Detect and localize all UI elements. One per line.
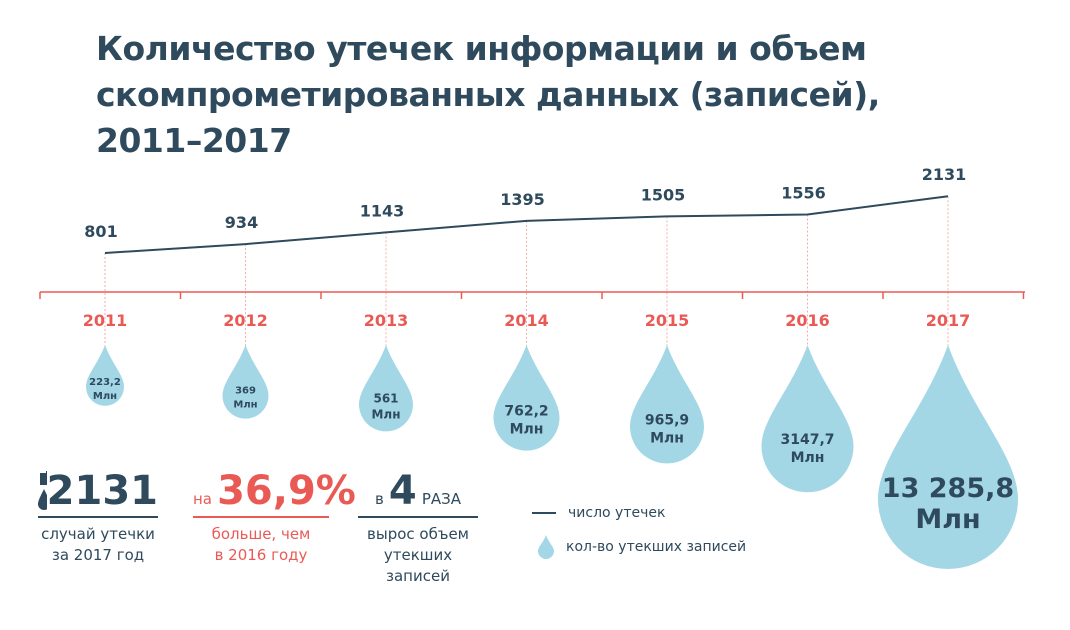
chart-title: Количество утечек информации и объем ско… xyxy=(96,29,880,160)
legend-line: число утечек xyxy=(532,505,665,521)
x-tick-label: 2017 xyxy=(926,311,971,330)
stat-suffix: РАЗА xyxy=(421,490,462,508)
stat-caption: вырос объем xyxy=(367,525,469,543)
stat-value: 2131 xyxy=(46,468,158,514)
drop-mark xyxy=(630,345,704,464)
drop-data-label: 13 285,8 xyxy=(882,473,1014,504)
x-tick-label: 2013 xyxy=(364,311,409,330)
drop-data-label: 3147,7 xyxy=(780,432,834,448)
faucet-drop-icon xyxy=(38,471,47,510)
stat-value: 4 xyxy=(388,468,417,514)
stat-value: 36,9% xyxy=(217,468,356,514)
x-tick-label: 2016 xyxy=(785,311,830,330)
drop-unit-label: Млн xyxy=(650,430,684,446)
drop-unit-label: Млн xyxy=(510,422,544,438)
legend-line-label: число утечек xyxy=(568,505,666,521)
x-tick-label: 2014 xyxy=(504,311,549,330)
line-data-label: 934 xyxy=(225,213,258,232)
drop-data-label: 965,9 xyxy=(645,412,689,428)
drop-icon xyxy=(538,535,554,559)
line-data-label: 801 xyxy=(84,222,117,241)
line-data-label: 2131 xyxy=(922,165,967,184)
stat-caption: за 2017 год xyxy=(51,546,145,564)
drop-mark xyxy=(761,345,854,493)
stat-times: в 4 РАЗА вырос объем утекших записей xyxy=(350,468,486,587)
drop-unit-label: Млн xyxy=(233,400,257,411)
stat-leaks: 2131 случай утечки за 2017 год xyxy=(38,468,158,566)
drop-mark xyxy=(86,345,124,406)
drop-unit-label: Млн xyxy=(371,407,400,421)
drop-mark xyxy=(359,345,413,432)
stat-caption: больше, чем xyxy=(211,525,311,543)
line-data-label: 1143 xyxy=(360,201,405,220)
legend-line-swatch xyxy=(532,512,556,514)
legend-drop-label: кол-во утекших записей xyxy=(566,539,747,555)
stat-caption: случай утечки xyxy=(41,525,155,543)
drop-unit-label: Млн xyxy=(915,504,980,535)
stat-prefix: в xyxy=(374,490,384,508)
drop-mark xyxy=(493,345,560,451)
drop-unit-label: Млн xyxy=(93,391,117,402)
stat-caption: в 2016 году xyxy=(214,546,308,564)
x-tick-label: 2015 xyxy=(645,311,690,330)
drop-mark xyxy=(878,345,1018,569)
legend-drop: кол-во утекших записей xyxy=(538,535,746,559)
drop-data-label: 223,2 xyxy=(89,377,121,388)
drop-mark xyxy=(222,345,269,419)
drop-data-label: 369 xyxy=(235,386,256,397)
x-tick-label: 2011 xyxy=(83,311,128,330)
stat-caption: утекших записей xyxy=(383,546,453,585)
leaks-line xyxy=(104,195,949,254)
stat-prefix: на xyxy=(193,490,212,508)
line-data-label: 1556 xyxy=(781,183,826,202)
line-data-label: 1395 xyxy=(500,190,545,209)
drop-data-label: 762,2 xyxy=(504,404,548,420)
x-tick-label: 2012 xyxy=(223,311,268,330)
line-data-label: 1505 xyxy=(641,185,686,204)
stat-growth: на 36,9% больше, чем в 2016 году xyxy=(193,468,356,566)
drop-data-label: 561 xyxy=(373,391,398,405)
drop-unit-label: Млн xyxy=(791,450,825,466)
